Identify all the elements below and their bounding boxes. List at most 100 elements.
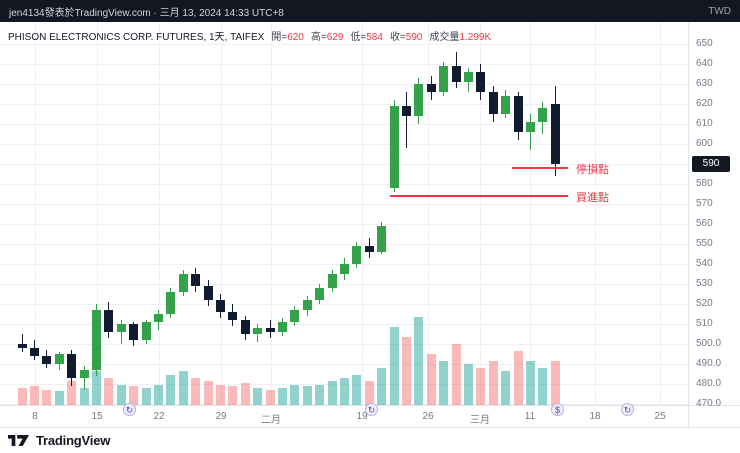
buy-point-label[interactable]: 買進點 (576, 192, 609, 204)
grid-line-v (271, 22, 272, 405)
volume-bar (525, 361, 535, 405)
candle-body (463, 72, 473, 82)
candle-body (116, 324, 126, 332)
time-label: 11 (524, 411, 536, 422)
volume-bar (352, 374, 362, 405)
volume-bar (550, 361, 560, 405)
candle-body (215, 300, 225, 312)
candle-body (339, 264, 349, 274)
time-label: 26 (422, 411, 434, 422)
time-label: 22 (153, 411, 165, 422)
grid-line-v (530, 22, 531, 405)
volume-bar (178, 371, 188, 405)
grid-line-h (0, 243, 688, 245)
volume-bar (265, 389, 275, 405)
grid-line-h (0, 83, 688, 85)
footer: TradingView (0, 427, 740, 453)
close-value: 590 (405, 32, 423, 43)
candle-body (525, 122, 535, 132)
price-tick-label: 520 (696, 298, 713, 309)
candle-body (389, 106, 399, 188)
candle-body (166, 292, 176, 314)
time-label: 19 (356, 411, 368, 422)
volume-bar (215, 384, 225, 405)
candle-body (352, 246, 362, 264)
attribution-text[interactable]: jen4134發表於TradingView.com · 三月 13, 2024 … (9, 7, 284, 19)
anchor-icon[interactable]: ↻ (621, 403, 634, 416)
time-label: 8 (32, 411, 38, 422)
candle-body (104, 310, 114, 332)
volume-bar (513, 350, 523, 405)
candle-body (129, 324, 139, 340)
candle-body (265, 328, 275, 332)
candle-body (488, 92, 498, 114)
symbol-legend[interactable]: PHISON ELECTRONICS CORP. FUTURES, 1天, TA… (8, 28, 491, 43)
price-tick-label: 510 (696, 318, 713, 329)
grid-line-v (660, 22, 661, 405)
grid-line-h (0, 43, 688, 45)
last-price-badge: 590 (692, 156, 730, 172)
price-tick-label: 550 (696, 238, 713, 249)
candle-body (42, 356, 52, 364)
candle-body (476, 72, 486, 92)
volume-bar (153, 384, 163, 405)
price-tick-label: 490.0 (696, 358, 722, 369)
grid-line-h (0, 123, 688, 125)
candle-body (538, 108, 548, 122)
grid-line-v (97, 22, 98, 405)
volume-bar (463, 364, 473, 405)
tradingview-logo-icon[interactable] (8, 434, 30, 447)
price-tick-label: 620 (696, 98, 713, 109)
grid-line-v (221, 22, 222, 405)
low-label: 低= (350, 32, 367, 43)
price-tick-label: 580 (696, 178, 713, 189)
stop-loss-label[interactable]: 停損點 (576, 164, 609, 176)
candle-body (377, 226, 387, 252)
open-value: 620 (287, 32, 304, 43)
grid-line-h (0, 223, 688, 225)
candle-body (364, 246, 374, 252)
volume-bar (253, 388, 263, 405)
brand-name[interactable]: TradingView (36, 433, 111, 448)
candle-layer (0, 22, 740, 427)
candle-wick (529, 114, 531, 150)
chart-area[interactable]: 停損點買進點 ↻ ↻ $ ↻ PHISON ELECTRONICS CORP. FUTU… (0, 22, 740, 427)
grid-line-h (0, 183, 688, 185)
candle-body (327, 274, 337, 288)
grid-line-h (0, 343, 688, 345)
price-tick-label: 500.0 (696, 338, 722, 349)
buy-point-line[interactable] (390, 195, 568, 197)
candle-wick (21, 334, 23, 352)
candle-body (153, 314, 163, 322)
time-label: 二月 (261, 415, 281, 426)
candle-body (414, 84, 424, 116)
volume-bar (141, 388, 151, 405)
candle-body (401, 106, 411, 116)
candle-body (426, 84, 436, 92)
volume-bar (91, 371, 101, 405)
volume-bar (501, 371, 511, 405)
volume-bar (327, 381, 337, 405)
volume-bar (302, 386, 312, 405)
candle-body (203, 286, 213, 300)
grid-line-h (0, 63, 688, 65)
volume-bar (17, 388, 27, 405)
price-axis[interactable]: 650 640 630 620 610 600 590 580 570 560 550 540 530 5… (688, 22, 740, 409)
anchor-icon[interactable]: $ (551, 403, 564, 416)
volume-bar (439, 361, 449, 405)
candle-body (315, 288, 325, 300)
candle-body (67, 354, 77, 378)
volume-bar (277, 388, 287, 405)
grid-line-v (159, 22, 160, 405)
stop-loss-line[interactable] (512, 167, 568, 169)
low-value: 584 (366, 32, 383, 43)
volume-bar (364, 381, 374, 405)
anchor-icon[interactable]: ↻ (123, 403, 136, 416)
price-tick-label: 630 (696, 78, 713, 89)
candle-body (550, 104, 560, 164)
anchor-icon[interactable]: ↻ (365, 403, 378, 416)
candle-body (513, 96, 523, 132)
volume-bar (414, 317, 424, 405)
volume-layer (0, 22, 740, 427)
